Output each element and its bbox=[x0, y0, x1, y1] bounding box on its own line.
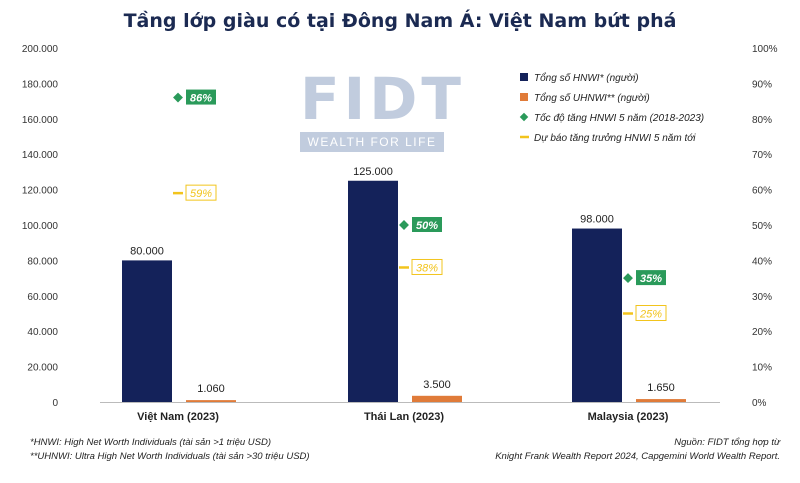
hnwi-value-label: 98.000 bbox=[580, 214, 614, 226]
forecast-value-label: 59% bbox=[190, 188, 212, 200]
y-right-tick-label: 90% bbox=[752, 79, 772, 90]
y-right-tick-label: 30% bbox=[752, 292, 772, 303]
growth-marker bbox=[399, 220, 409, 230]
y-right-tick-label: 10% bbox=[752, 363, 772, 374]
category-label: Malaysia (2023) bbox=[588, 411, 669, 423]
uhnwi-bar bbox=[186, 400, 236, 402]
footnotes-right: Nguồn: FIDT tổng hợp từ Knight Frank Wea… bbox=[495, 436, 780, 464]
y-left-tick-label: 80.000 bbox=[27, 256, 58, 267]
y-left-tick-label: 200.000 bbox=[22, 44, 59, 55]
forecast-value-label: 38% bbox=[416, 262, 438, 274]
category-label: Thái Lan (2023) bbox=[364, 411, 444, 423]
y-right-tick-label: 100% bbox=[752, 44, 778, 55]
growth-marker bbox=[623, 273, 633, 284]
forecast-value-label: 25% bbox=[639, 309, 662, 321]
y-left-tick-label: 100.000 bbox=[22, 221, 59, 232]
y-right-tick-label: 80% bbox=[752, 115, 772, 126]
hnwi-value-label: 125.000 bbox=[353, 166, 393, 178]
uhnwi-value-label: 1.060 bbox=[197, 383, 225, 395]
legend-label: Dự báo tăng trưởng HNWI 5 năm tới bbox=[534, 132, 696, 144]
y-right-tick-label: 50% bbox=[752, 221, 772, 232]
legend-label: Tốc độ tăng HNWI 5 năm (2018-2023) bbox=[534, 112, 704, 124]
y-right-tick-label: 70% bbox=[752, 150, 772, 161]
y-right-tick-label: 60% bbox=[752, 186, 772, 197]
y-left-tick-label: 120.000 bbox=[22, 186, 59, 197]
uhnwi-bar bbox=[412, 395, 462, 402]
y-left-tick-label: 20.000 bbox=[27, 363, 58, 374]
chart-title: Tầng lớp giàu có tại Đông Nam Á: Việt Na… bbox=[123, 10, 677, 32]
growth-value-label: 86% bbox=[190, 93, 212, 105]
hnwi-bar bbox=[348, 180, 398, 402]
forecast-label-box bbox=[635, 305, 667, 321]
legend-label: Tổng số HNWI* (người) bbox=[534, 72, 639, 84]
y-right-tick-label: 40% bbox=[752, 256, 772, 267]
legend-label: Tổng số UHNWI** (người) bbox=[534, 92, 650, 104]
growth-value-label: 35% bbox=[640, 273, 662, 285]
legend-swatch bbox=[520, 73, 528, 81]
uhnwi-value-label: 3.500 bbox=[423, 379, 451, 391]
y-left-tick-label: 140.000 bbox=[22, 150, 59, 161]
growth-label-box bbox=[412, 217, 442, 232]
y-right-tick-label: 0% bbox=[752, 398, 767, 409]
y-left-tick-label: 160.000 bbox=[22, 115, 59, 126]
footnotes-left: *HNWI: High Net Worth Individuals (tài s… bbox=[30, 436, 310, 464]
footnote-hnwi: *HNWI: High Net Worth Individuals (tài s… bbox=[30, 437, 272, 448]
hnwi-bar bbox=[572, 228, 622, 402]
growth-label-box bbox=[186, 89, 216, 105]
hnwi-bar bbox=[122, 260, 172, 402]
y-left-tick-label: 40.000 bbox=[27, 327, 58, 338]
y-left-tick-label: 60.000 bbox=[27, 292, 58, 303]
hnwi-value-label: 80.000 bbox=[130, 245, 164, 257]
uhnwi-value-label: 1.650 bbox=[647, 382, 675, 394]
footnote-uhnwi: **UHNWI: Ultra High Net Worth Individual… bbox=[30, 451, 310, 462]
source-line-2: Knight Frank Wealth Report 2024, Capgemi… bbox=[495, 451, 780, 462]
growth-marker bbox=[173, 92, 183, 103]
y-left-tick-label: 180.000 bbox=[22, 79, 59, 90]
growth-value-label: 50% bbox=[416, 220, 438, 232]
y-right-tick-label: 20% bbox=[752, 327, 772, 338]
forecast-label-box bbox=[411, 258, 443, 275]
forecast-label-box bbox=[185, 184, 217, 201]
fidt-watermark-logo: FIDT WEALTH FOR LIFE bbox=[300, 65, 465, 154]
uhnwi-bar bbox=[636, 399, 686, 402]
source-line-1: Nguồn: FIDT tổng hợp từ bbox=[674, 437, 780, 448]
y-left-tick-label: 0 bbox=[52, 398, 58, 409]
watermark-logo-text: FIDT bbox=[300, 65, 465, 133]
watermark-tagline: WEALTH FOR LIFE bbox=[300, 132, 444, 152]
category-label: Việt Nam (2023) bbox=[137, 411, 219, 423]
growth-label-box bbox=[636, 270, 666, 286]
legend-swatch bbox=[520, 93, 528, 101]
legend-swatch bbox=[519, 112, 529, 122]
